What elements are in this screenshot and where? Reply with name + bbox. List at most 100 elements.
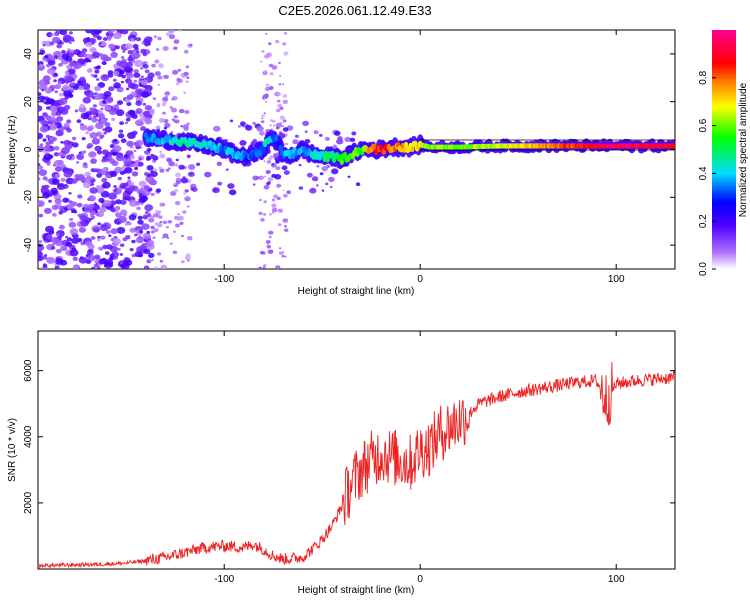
noise-blob bbox=[183, 51, 187, 54]
noise-blob bbox=[272, 120, 276, 123]
noise-blob bbox=[54, 84, 61, 90]
y-tick-label: 4000 bbox=[23, 425, 34, 448]
noise-blob bbox=[286, 190, 291, 194]
noise-blob bbox=[282, 218, 289, 223]
noise-blob bbox=[143, 197, 147, 200]
noise-blob bbox=[263, 264, 267, 267]
noise-blob bbox=[89, 47, 97, 53]
noise-blob bbox=[105, 230, 111, 234]
noise-blob bbox=[86, 126, 93, 132]
noise-blob bbox=[89, 187, 98, 194]
noise-blob bbox=[125, 65, 131, 70]
snr-axes: -100 0 100 2000 4000 6000 bbox=[23, 331, 675, 585]
noise-blob bbox=[166, 158, 173, 163]
noise-blob bbox=[87, 143, 94, 148]
noise-blob bbox=[135, 236, 144, 244]
noise-blob bbox=[167, 220, 172, 224]
noise-blob bbox=[334, 130, 341, 136]
noise-blob bbox=[122, 156, 131, 164]
noise-blob bbox=[268, 230, 274, 235]
noise-blob bbox=[119, 69, 126, 74]
noise-blob bbox=[97, 246, 102, 250]
noise-blob bbox=[49, 84, 56, 90]
noise-blob bbox=[179, 221, 184, 225]
noise-blob bbox=[58, 92, 64, 97]
noise-blob bbox=[171, 107, 177, 113]
noise-blob bbox=[158, 215, 163, 219]
noise-blob bbox=[151, 258, 154, 261]
noise-blob bbox=[212, 187, 220, 194]
noise-blob bbox=[38, 154, 40, 157]
noise-blob bbox=[184, 196, 191, 202]
noise-blob bbox=[180, 125, 183, 128]
noise-blob bbox=[164, 91, 171, 96]
noise-blob bbox=[55, 248, 62, 254]
noise-blob bbox=[131, 161, 136, 164]
noise-blob bbox=[277, 208, 283, 213]
noise-blob bbox=[115, 199, 122, 205]
noise-blob bbox=[284, 225, 288, 228]
noise-blob bbox=[173, 46, 178, 50]
noise-blob bbox=[144, 42, 150, 47]
noise-blob bbox=[129, 227, 136, 233]
noise-blob bbox=[259, 198, 262, 202]
noise-blob bbox=[45, 225, 54, 233]
noise-blob bbox=[265, 239, 271, 244]
noise-blob bbox=[38, 177, 41, 181]
noise-blob bbox=[266, 160, 272, 164]
noise-blob bbox=[144, 69, 150, 74]
noise-blob bbox=[93, 227, 100, 233]
noise-blob bbox=[94, 93, 103, 101]
noise-blob bbox=[69, 49, 75, 53]
noise-blob bbox=[275, 265, 281, 269]
noise-blob bbox=[100, 118, 107, 124]
noise-blob bbox=[147, 173, 151, 177]
noise-blob bbox=[146, 165, 154, 171]
noise-blob bbox=[98, 53, 104, 57]
noise-blob bbox=[261, 114, 266, 118]
noise-blob bbox=[146, 239, 155, 246]
noise-blob bbox=[266, 244, 271, 249]
noise-blob bbox=[66, 168, 70, 171]
noise-blob bbox=[355, 182, 361, 186]
noise-blob bbox=[140, 48, 147, 54]
noise-blob bbox=[140, 75, 144, 78]
noise-blob bbox=[63, 170, 73, 178]
noise-blob bbox=[128, 214, 137, 221]
ridge-cell bbox=[339, 158, 344, 166]
noise-blob bbox=[80, 52, 87, 58]
noise-blob bbox=[258, 266, 263, 269]
snr-xlabel: Height of straight line (km) bbox=[298, 585, 415, 596]
noise-blob bbox=[42, 44, 46, 47]
noise-blob bbox=[42, 192, 50, 199]
noise-blob bbox=[173, 183, 177, 186]
noise-blob bbox=[144, 105, 152, 111]
noise-blob bbox=[268, 213, 273, 216]
noise-blob bbox=[119, 243, 125, 247]
noise-blob bbox=[162, 111, 166, 115]
noise-blob bbox=[169, 242, 173, 245]
noise-blob bbox=[127, 50, 134, 55]
noise-blob bbox=[68, 68, 76, 75]
noise-blob bbox=[39, 120, 45, 124]
noise-blob bbox=[38, 132, 43, 140]
noise-blob bbox=[65, 236, 69, 239]
noise-blob bbox=[39, 143, 44, 147]
noise-blob bbox=[58, 210, 63, 215]
noise-blob bbox=[264, 100, 268, 103]
noise-blob bbox=[46, 162, 51, 166]
noise-blob bbox=[275, 160, 280, 164]
noise-blob bbox=[84, 165, 88, 169]
noise-blob bbox=[252, 183, 256, 186]
noise-blob bbox=[262, 98, 265, 101]
noise-blob bbox=[150, 225, 155, 230]
noise-blob bbox=[124, 257, 129, 261]
noise-blob bbox=[86, 175, 92, 180]
noise-blob bbox=[107, 37, 112, 41]
y-tick-label: 2000 bbox=[23, 491, 34, 514]
noise-blob bbox=[60, 141, 64, 144]
noise-blob bbox=[109, 171, 118, 177]
noise-blob bbox=[79, 76, 86, 82]
noise-blob bbox=[81, 180, 85, 183]
noise-blob bbox=[279, 106, 284, 110]
